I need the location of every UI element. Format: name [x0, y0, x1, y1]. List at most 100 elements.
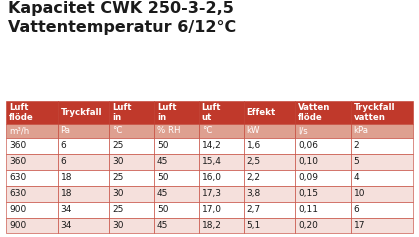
Text: 25: 25 [112, 173, 123, 182]
Text: 50: 50 [157, 205, 168, 214]
Bar [244, 154, 295, 170]
Text: Vatten
flöde: Vatten flöde [298, 103, 330, 122]
Bar [244, 202, 295, 218]
Text: 900: 900 [9, 221, 26, 230]
Text: °C: °C [112, 126, 122, 135]
Bar [295, 186, 351, 202]
Bar [199, 202, 244, 218]
Bar [6, 186, 58, 202]
Bar [351, 101, 413, 124]
Text: Effekt: Effekt [247, 108, 276, 117]
Text: 25: 25 [112, 205, 123, 214]
Bar [6, 218, 58, 233]
Text: 45: 45 [157, 157, 168, 166]
Bar [244, 218, 295, 233]
Bar [199, 101, 244, 124]
Text: kW: kW [247, 126, 260, 135]
Text: 45: 45 [157, 221, 168, 230]
Bar [351, 170, 413, 186]
Text: 2: 2 [354, 141, 359, 150]
Bar [58, 170, 109, 186]
Bar [295, 202, 351, 218]
Text: 30: 30 [112, 157, 123, 166]
Text: 630: 630 [9, 189, 26, 198]
Bar [244, 186, 295, 202]
Text: °C: °C [202, 126, 212, 135]
Bar [58, 202, 109, 218]
Bar [58, 138, 109, 154]
Text: % RH: % RH [157, 126, 180, 135]
Text: 45: 45 [157, 189, 168, 198]
Bar [58, 154, 109, 170]
Bar [199, 154, 244, 170]
Bar [154, 138, 199, 154]
Bar [6, 124, 58, 138]
Bar [154, 170, 199, 186]
Text: Tryckfall
vatten: Tryckfall vatten [354, 103, 395, 122]
Bar [295, 138, 351, 154]
Bar [154, 186, 199, 202]
Text: 17: 17 [354, 221, 365, 230]
Text: 5: 5 [354, 157, 360, 166]
Text: 18: 18 [61, 189, 72, 198]
Text: Luft
ut: Luft ut [202, 103, 221, 122]
Text: 0,15: 0,15 [298, 189, 318, 198]
Text: 34: 34 [61, 205, 72, 214]
Bar [154, 202, 199, 218]
Bar [109, 186, 154, 202]
Bar [58, 124, 109, 138]
Text: 50: 50 [157, 141, 168, 150]
Bar [154, 154, 199, 170]
Bar [244, 101, 295, 124]
Text: 6: 6 [61, 141, 66, 150]
Text: 10: 10 [354, 189, 365, 198]
Text: Luft
in: Luft in [157, 103, 176, 122]
Text: 14,2: 14,2 [202, 141, 222, 150]
Text: 5,1: 5,1 [247, 221, 261, 230]
Bar [109, 154, 154, 170]
Bar [351, 218, 413, 233]
Text: 6: 6 [61, 157, 66, 166]
Bar [295, 154, 351, 170]
Text: kPa: kPa [354, 126, 369, 135]
Text: 0,10: 0,10 [298, 157, 318, 166]
Text: 2,2: 2,2 [247, 173, 261, 182]
Text: 30: 30 [112, 189, 123, 198]
Text: Luft
flöde: Luft flöde [9, 103, 34, 122]
Bar [351, 138, 413, 154]
Bar [199, 138, 244, 154]
Text: m³/h: m³/h [9, 126, 29, 135]
Text: 1,6: 1,6 [247, 141, 261, 150]
Bar [109, 101, 154, 124]
Bar [295, 101, 351, 124]
Bar [6, 154, 58, 170]
Bar [199, 186, 244, 202]
Bar [6, 170, 58, 186]
Text: 17,0: 17,0 [202, 205, 222, 214]
Text: l/s: l/s [298, 126, 308, 135]
Text: 6: 6 [354, 205, 360, 214]
Bar [351, 202, 413, 218]
Bar [295, 218, 351, 233]
Text: Pa: Pa [61, 126, 70, 135]
Bar [295, 124, 351, 138]
Text: 0,09: 0,09 [298, 173, 318, 182]
Bar [6, 202, 58, 218]
Bar [244, 170, 295, 186]
Text: 16,0: 16,0 [202, 173, 222, 182]
Text: 900: 900 [9, 205, 26, 214]
Text: Kapacitet CWK 250-3-2,5
Vattentemperatur 6/12°C: Kapacitet CWK 250-3-2,5 Vattentemperatur… [8, 1, 237, 35]
Bar [154, 124, 199, 138]
Bar [154, 101, 199, 124]
Bar [351, 124, 413, 138]
Bar [244, 124, 295, 138]
Bar [244, 138, 295, 154]
Text: 17,3: 17,3 [202, 189, 222, 198]
Bar [351, 154, 413, 170]
Bar [109, 124, 154, 138]
Text: 2,5: 2,5 [247, 157, 261, 166]
Bar [199, 170, 244, 186]
Text: 2,7: 2,7 [247, 205, 261, 214]
Bar [6, 101, 58, 124]
Text: Tryckfall: Tryckfall [61, 108, 102, 117]
